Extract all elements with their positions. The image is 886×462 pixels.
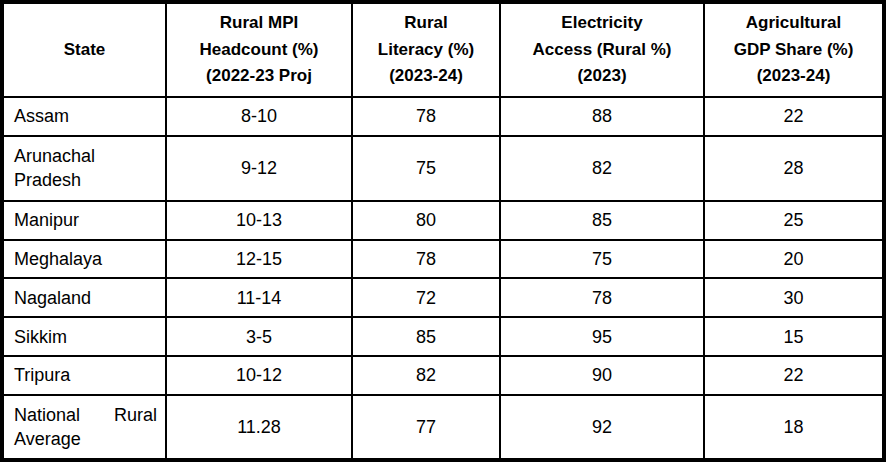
state-cell: Nagaland bbox=[2, 278, 166, 317]
electricity-access-cell: 85 bbox=[500, 201, 704, 240]
mpi-headcount-cell: 9-12 bbox=[166, 136, 352, 201]
agri-gdp-cell: 15 bbox=[704, 317, 884, 356]
agri-gdp-cell: 22 bbox=[704, 356, 884, 395]
electricity-access-cell: 75 bbox=[500, 240, 704, 279]
mpi-headcount-cell: 10-12 bbox=[166, 356, 352, 395]
mpi-headcount-column-header: Rural MPI Headcount (%) (2022-23 Proj bbox=[166, 2, 352, 97]
state-cell: National Rural Average bbox=[2, 395, 166, 460]
table-row-manipur: Manipur 10-13 80 85 25 bbox=[2, 201, 884, 240]
mpi-headcount-cell: 12-15 bbox=[166, 240, 352, 279]
electricity-access-cell: 82 bbox=[500, 136, 704, 201]
state-cell: Meghalaya bbox=[2, 240, 166, 279]
rural-literacy-column-header: Rural Literacy (%) (2023-24) bbox=[352, 2, 500, 97]
agri-gdp-cell: 25 bbox=[704, 201, 884, 240]
electricity-access-column-header: Electricity Access (Rural %) (2023) bbox=[500, 2, 704, 97]
electricity-access-cell: 95 bbox=[500, 317, 704, 356]
header-row: State Rural MPI Headcount (%) (2022-23 P… bbox=[2, 2, 884, 97]
rural-literacy-cell: 77 bbox=[352, 395, 500, 460]
table-row-national-rural-average: National Rural Average 11.28 77 92 18 bbox=[2, 395, 884, 460]
rural-literacy-cell: 82 bbox=[352, 356, 500, 395]
state-cell: Sikkim bbox=[2, 317, 166, 356]
state-cell: Manipur bbox=[2, 201, 166, 240]
mpi-headcount-cell: 3-5 bbox=[166, 317, 352, 356]
table-row-nagaland: Nagaland 11-14 72 78 30 bbox=[2, 278, 884, 317]
agri-gdp-cell: 28 bbox=[704, 136, 884, 201]
table-row-meghalaya: Meghalaya 12-15 78 75 20 bbox=[2, 240, 884, 279]
mpi-headcount-cell: 11.28 bbox=[166, 395, 352, 460]
rural-literacy-cell: 75 bbox=[352, 136, 500, 201]
agri-gdp-cell: 22 bbox=[704, 97, 884, 136]
states-rural-indicators-table: State Rural MPI Headcount (%) (2022-23 P… bbox=[0, 0, 886, 462]
agri-gdp-cell: 30 bbox=[704, 278, 884, 317]
mpi-headcount-cell: 11-14 bbox=[166, 278, 352, 317]
state-cell: Assam bbox=[2, 97, 166, 136]
state-cell: Arunachal Pradesh bbox=[2, 136, 166, 201]
table-row-arunachal-pradesh: Arunachal Pradesh 9-12 75 82 28 bbox=[2, 136, 884, 201]
electricity-access-cell: 90 bbox=[500, 356, 704, 395]
agri-gdp-cell: 18 bbox=[704, 395, 884, 460]
document-page: State Rural MPI Headcount (%) (2022-23 P… bbox=[0, 0, 886, 462]
agri-gdp-column-header: Agricultural GDP Share (%) (2023-24) bbox=[704, 2, 884, 97]
agri-gdp-cell: 20 bbox=[704, 240, 884, 279]
table-row-assam: Assam 8-10 78 88 22 bbox=[2, 97, 884, 136]
rural-literacy-cell: 80 bbox=[352, 201, 500, 240]
mpi-headcount-cell: 8-10 bbox=[166, 97, 352, 136]
rural-literacy-cell: 72 bbox=[352, 278, 500, 317]
table-row-tripura: Tripura 10-12 82 90 22 bbox=[2, 356, 884, 395]
mpi-headcount-cell: 10-13 bbox=[166, 201, 352, 240]
electricity-access-cell: 88 bbox=[500, 97, 704, 136]
table-row-sikkim: Sikkim 3-5 85 95 15 bbox=[2, 317, 884, 356]
rural-literacy-cell: 78 bbox=[352, 97, 500, 136]
electricity-access-cell: 78 bbox=[500, 278, 704, 317]
electricity-access-cell: 92 bbox=[500, 395, 704, 460]
state-cell: Tripura bbox=[2, 356, 166, 395]
rural-literacy-cell: 78 bbox=[352, 240, 500, 279]
state-column-header: State bbox=[2, 2, 166, 97]
rural-literacy-cell: 85 bbox=[352, 317, 500, 356]
